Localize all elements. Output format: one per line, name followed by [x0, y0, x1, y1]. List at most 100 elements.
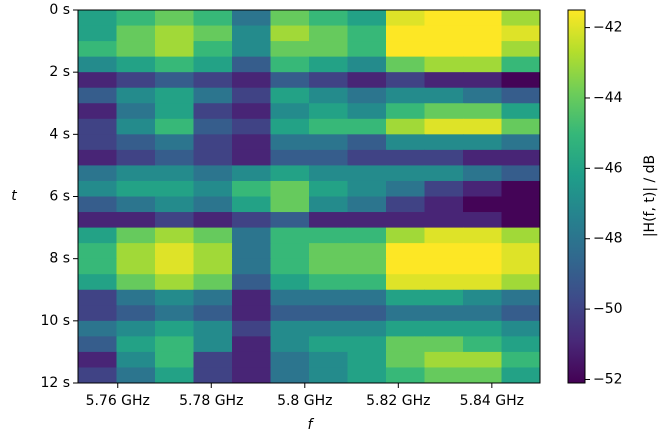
heatmap-cell: [309, 87, 348, 104]
heatmap-cell: [424, 289, 464, 306]
heatmap-cell: [309, 212, 348, 229]
heatmap-cell: [232, 258, 271, 275]
heatmap-cell: [78, 87, 117, 104]
heatmap-cell: [386, 165, 425, 182]
heatmap-cell: [270, 196, 310, 213]
heatmap-cell: [78, 243, 117, 260]
heatmap-cell: [78, 41, 117, 58]
heatmap-cell: [424, 149, 464, 166]
heatmap-cell: [232, 180, 271, 197]
heatmap-cell: [270, 258, 310, 275]
heatmap-cell: [116, 258, 156, 275]
heatmap-cell: [116, 10, 156, 27]
colorbar: [567, 9, 586, 384]
heatmap-cell: [501, 305, 541, 322]
heatmap-cell: [463, 227, 502, 244]
heatmap-cell: [193, 165, 233, 182]
heatmap-cell: [386, 274, 425, 291]
heatmap-cell: [309, 336, 348, 353]
heatmap-cell: [193, 367, 233, 384]
heatmap-cell: [78, 103, 117, 120]
heatmap-cell: [155, 72, 194, 89]
heatmap-cell: [501, 289, 541, 306]
colorbar-label: |H(f, t)| / dB: [642, 155, 658, 237]
heatmap-cell: [155, 274, 194, 291]
heatmap-cell: [347, 180, 387, 197]
heatmap-cell: [155, 196, 194, 213]
heatmap-cell: [347, 87, 387, 104]
heatmap-cell: [501, 320, 541, 337]
heatmap-cell: [347, 227, 387, 244]
heatmap-cell: [309, 258, 348, 275]
heatmap-cell: [386, 305, 425, 322]
heatmap-cell: [193, 180, 233, 197]
heatmap-cell: [463, 10, 502, 27]
heatmap-cell: [386, 212, 425, 229]
heatmap-cell: [347, 56, 387, 73]
heatmap-cell: [155, 258, 194, 275]
heatmap-cell: [193, 103, 233, 120]
heatmap-cell: [155, 351, 194, 368]
y-tick-label: 12 s: [40, 375, 70, 391]
heatmap-cell: [347, 289, 387, 306]
heatmap-cell: [155, 149, 194, 166]
heatmap-cell: [386, 351, 425, 368]
heatmap-cell: [193, 87, 233, 104]
heatmap-cell: [463, 336, 502, 353]
y-tick-label: 2 s: [49, 64, 70, 80]
heatmap-cell: [193, 320, 233, 337]
heatmap-cell: [193, 227, 233, 244]
heatmap-cell: [270, 25, 310, 42]
heatmap-cell: [463, 258, 502, 275]
heatmap-cell: [463, 196, 502, 213]
heatmap-cell: [347, 103, 387, 120]
heatmap-cell: [270, 72, 310, 89]
heatmap-cell: [270, 227, 310, 244]
heatmap-cell: [501, 149, 541, 166]
heatmap-cell: [193, 56, 233, 73]
heatmap-cell: [463, 134, 502, 151]
heatmap-cell: [270, 134, 310, 151]
heatmap-cell: [386, 289, 425, 306]
heatmap-cell: [501, 196, 541, 213]
colorbar-tick-label: −50: [593, 301, 623, 317]
heatmap-cell: [155, 180, 194, 197]
heatmap-cell: [193, 41, 233, 58]
heatmap-cell: [463, 103, 502, 120]
heatmap-cell: [501, 367, 541, 384]
heatmap-cell: [309, 41, 348, 58]
heatmap-cell: [424, 227, 464, 244]
heatmap-cell: [270, 274, 310, 291]
heatmap-cell: [78, 367, 117, 384]
heatmap-cell: [424, 305, 464, 322]
heatmap-cell: [232, 289, 271, 306]
heatmap-cell: [78, 118, 117, 135]
heatmap-cell: [309, 25, 348, 42]
heatmap-cell: [116, 56, 156, 73]
heatmap-cell: [270, 367, 310, 384]
heatmap-cell: [386, 336, 425, 353]
heatmap-cell: [116, 41, 156, 58]
heatmap-cell: [270, 243, 310, 260]
heatmap-cell: [386, 149, 425, 166]
heatmap-cell: [424, 180, 464, 197]
heatmap-cell: [232, 243, 271, 260]
heatmap-cell: [232, 320, 271, 337]
heatmap-cell: [501, 274, 541, 291]
heatmap-cell: [347, 41, 387, 58]
heatmap-cell: [309, 243, 348, 260]
heatmap-cell: [193, 274, 233, 291]
heatmap-cell: [309, 118, 348, 135]
heatmap-cell: [270, 103, 310, 120]
heatmap-cell: [424, 274, 464, 291]
heatmap-cell: [309, 103, 348, 120]
heatmap-cell: [309, 196, 348, 213]
heatmap-cell: [463, 289, 502, 306]
heatmap-cell: [270, 165, 310, 182]
heatmap-cell: [270, 212, 310, 229]
heatmap-cell: [78, 10, 117, 27]
heatmap-cell: [78, 134, 117, 151]
heatmap-cell: [347, 320, 387, 337]
heatmap-cell: [501, 165, 541, 182]
heatmap-cell: [463, 72, 502, 89]
